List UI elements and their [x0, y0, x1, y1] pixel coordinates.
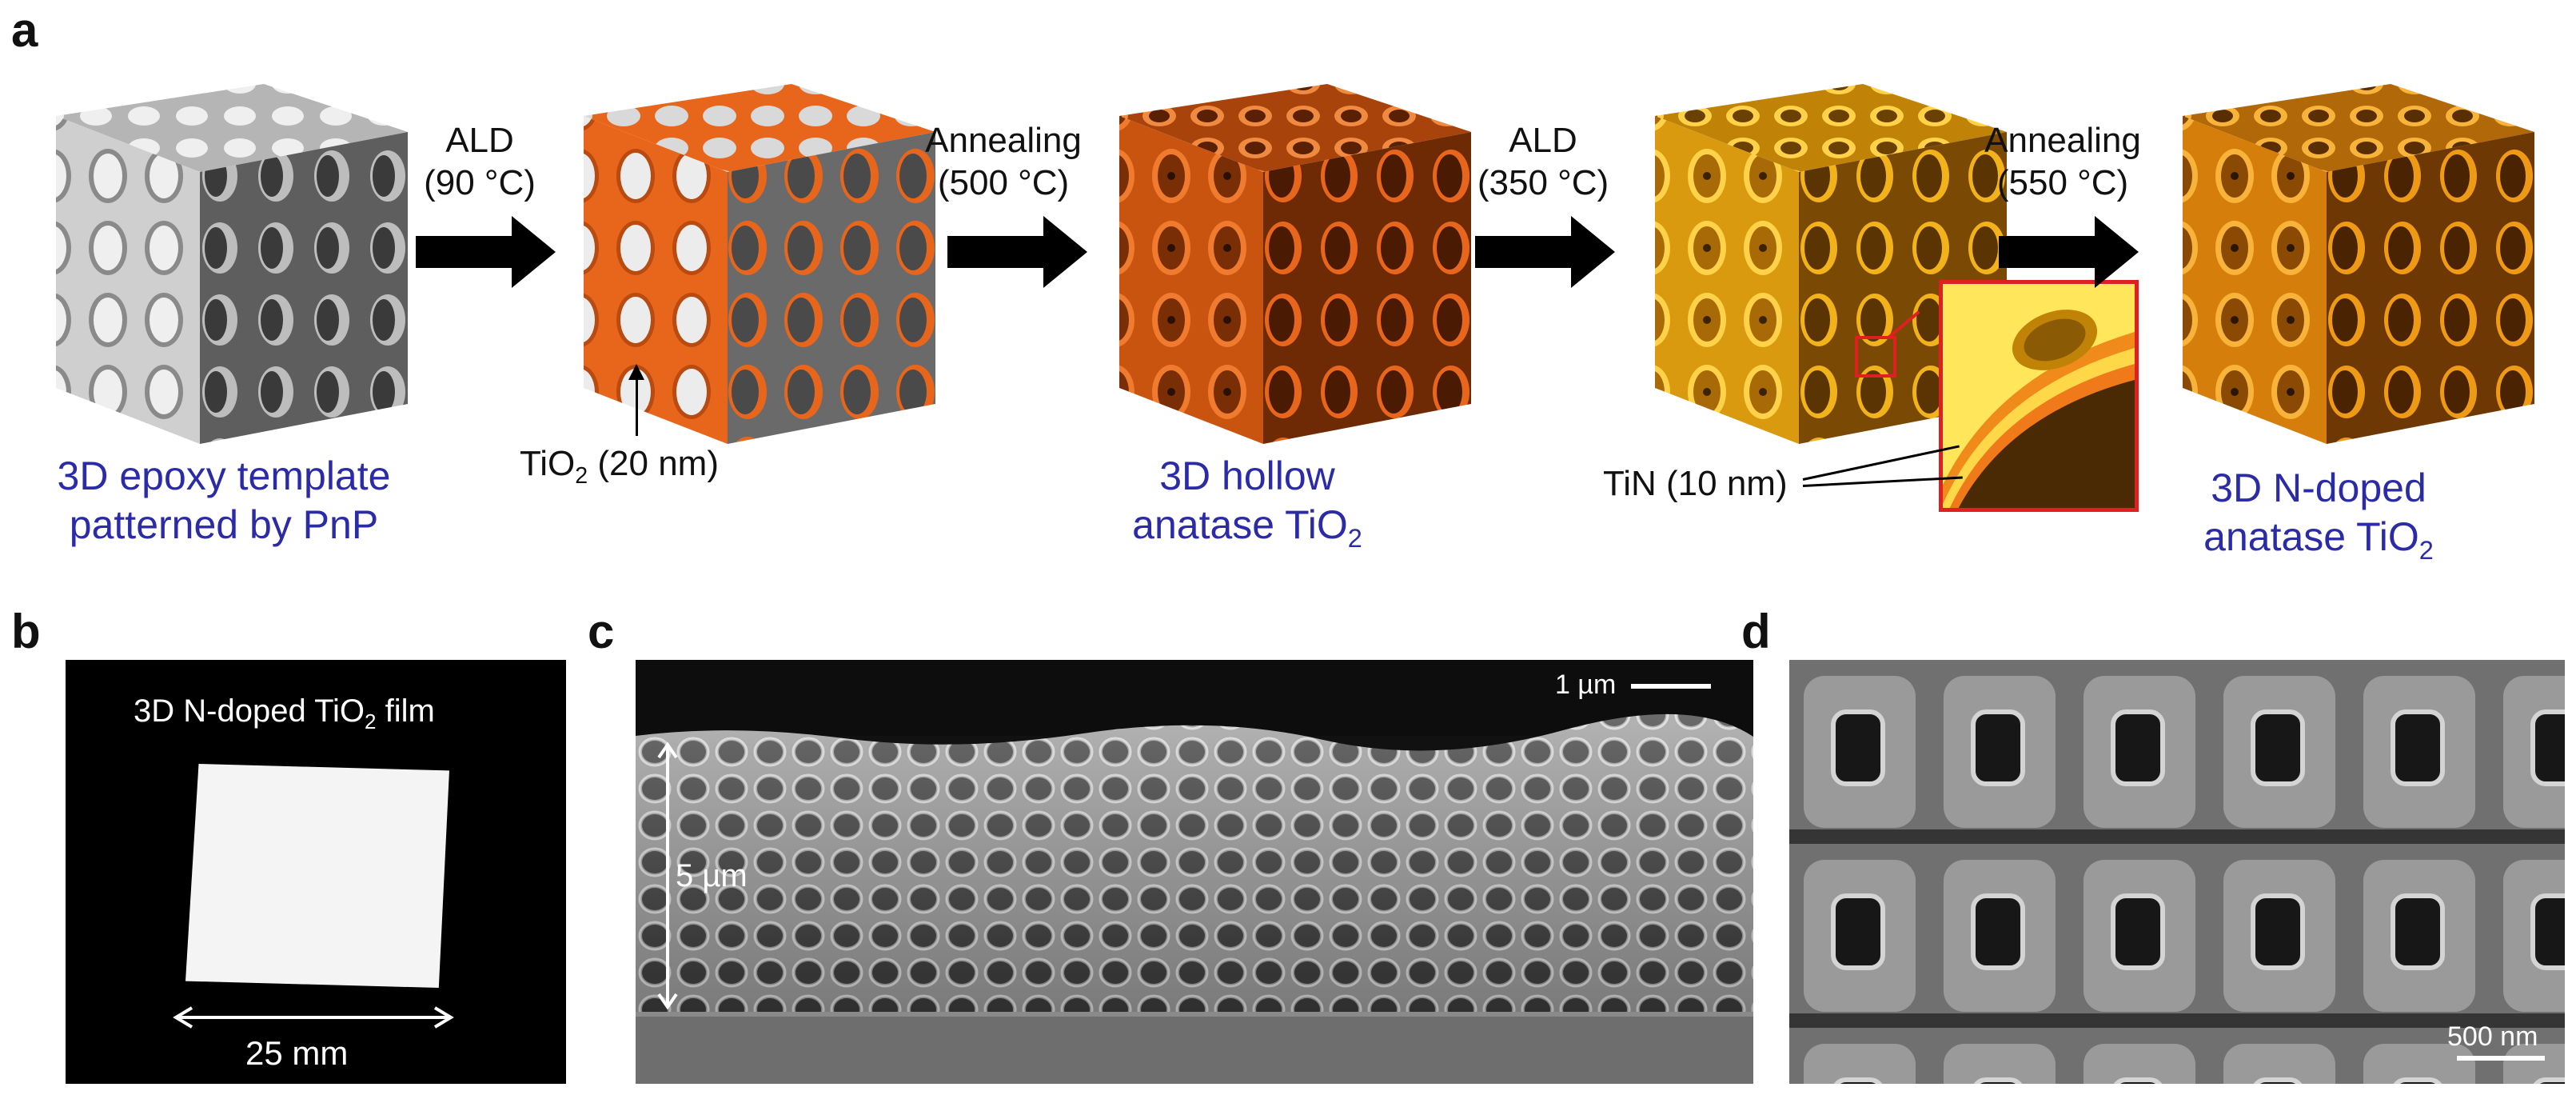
sem-top-view: 500 nm — [1789, 660, 2565, 1084]
tin-thickness-label: TiN (10 nm) — [1603, 464, 1788, 503]
tio2-thickness-label: TiO2 (20 nm) — [520, 444, 719, 489]
panel-letter-c: c — [588, 605, 615, 658]
film-sample — [185, 764, 449, 988]
sem-cross-section: 1 µm 5 µm — [636, 660, 1753, 1084]
panel-letter-a: a — [11, 3, 38, 57]
ndoped-tio2-cube — [2151, 68, 2566, 452]
scale-label-500nm: 500 nm — [2447, 1021, 2538, 1052]
process-arrow-3 — [1475, 216, 1619, 288]
panel-letter-b: b — [11, 605, 41, 658]
tio2-pointer-head — [628, 364, 644, 380]
panel-letter-d: d — [1741, 605, 1771, 658]
thickness-arrow — [656, 740, 680, 1016]
step-label-annealing-500: Annealing (500 °C) — [925, 121, 1082, 202]
tio2-pointer-line — [636, 376, 638, 436]
scale-bar-500nm — [2457, 1056, 2545, 1061]
epoxy-template-cube — [24, 68, 440, 452]
hollow-tio2-cube — [1087, 68, 1503, 452]
process-arrow-4 — [1999, 216, 2143, 288]
caption-epoxy-template: 3D epoxy template patterned by PnP — [57, 454, 391, 547]
tio2-coated-cube — [552, 68, 967, 452]
step-label-annealing-550: Annealing (550 °C) — [1984, 121, 2141, 202]
tin-inset-zoom — [1939, 280, 2139, 512]
scale-label-25mm: 25 mm — [245, 1034, 349, 1072]
film-photo-title: 3D N-doped TiO2 film — [134, 693, 435, 733]
film-photo: 3D N-doped TiO2 film 25 mm — [66, 660, 566, 1084]
scale-arrow-25mm — [169, 1005, 457, 1033]
thickness-label-5um: 5 µm — [676, 858, 748, 893]
caption-ndoped-anatase: 3D N-doped anatase TiO2 — [2203, 466, 2434, 565]
tin-inset-marker — [1855, 336, 1896, 378]
process-arrow-2 — [947, 216, 1091, 288]
process-arrow-1 — [416, 216, 560, 288]
step-label-ald-350: ALD (350 °C) — [1477, 121, 1609, 202]
caption-hollow-anatase: 3D hollow anatase TiO2 — [1132, 454, 1362, 553]
scale-bar-1um — [1631, 684, 1711, 689]
scale-label-1um: 1 µm — [1555, 669, 1617, 700]
step-label-ald-90: ALD (90 °C) — [424, 121, 536, 202]
